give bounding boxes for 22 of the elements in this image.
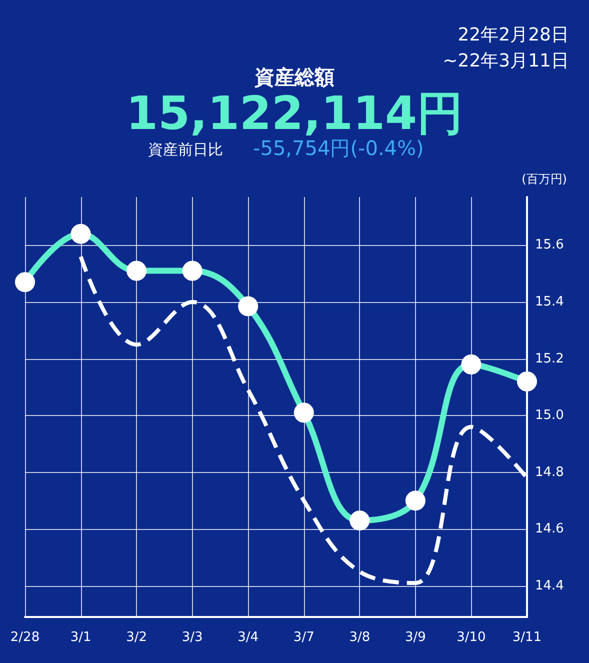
x-tick-label: 2/28 bbox=[10, 630, 40, 645]
y-tick-label: 14.4 bbox=[535, 578, 564, 594]
y-tick-label: 15.4 bbox=[535, 294, 564, 310]
x-tick-label: 3/4 bbox=[238, 630, 259, 645]
x-tick-label: 3/7 bbox=[293, 630, 314, 645]
x-tick-label: 3/3 bbox=[182, 630, 203, 645]
x-tick-label: 3/9 bbox=[404, 630, 426, 645]
y-tick-label: 15.6 bbox=[535, 238, 564, 253]
text: 資産前日比 bbox=[148, 140, 223, 158]
text: -55,754円(-0.4%) bbox=[253, 136, 424, 160]
y-tick-label: 14.6 bbox=[535, 522, 564, 537]
x-tick-label: 3/10 bbox=[456, 630, 486, 645]
x-tick-label: 3/2 bbox=[126, 630, 148, 645]
x-tick-label: 3/11 bbox=[512, 630, 542, 645]
y-axis-title: (百万円) bbox=[522, 172, 567, 186]
y-tick-label: 14.8 bbox=[535, 464, 564, 480]
chart-title: 資産総額 bbox=[254, 65, 334, 89]
x-tick-label: 3/8 bbox=[349, 630, 370, 645]
text: 22年2月28日 ~22年3月11日 bbox=[442, 24, 569, 72]
y-tick-label: 15.0 bbox=[535, 408, 564, 424]
x-tick-label: 3/1 bbox=[70, 630, 92, 645]
y-tick-label: 15.2 bbox=[535, 351, 564, 366]
